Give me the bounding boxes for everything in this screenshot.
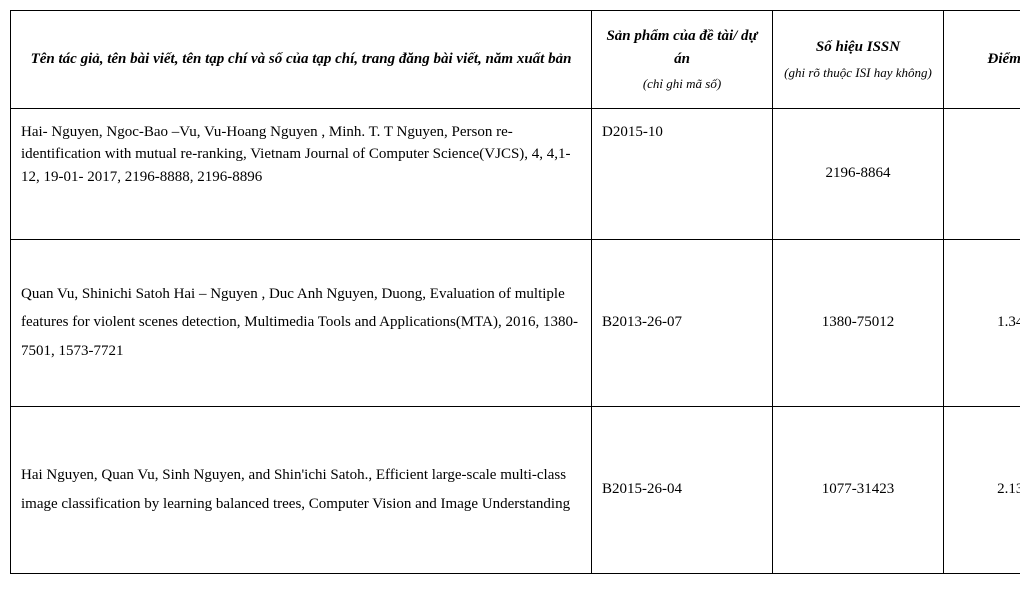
header-issn: Số hiệu ISSN (ghi rõ thuộc ISI hay không… — [773, 11, 944, 109]
cell-citation: Quan Vu, Shinichi Satoh Hai – Nguyen , D… — [11, 239, 592, 406]
header-issn-main: Số hiệu ISSN — [816, 39, 900, 55]
cell-project-code: B2015-26-04 — [592, 406, 773, 573]
table-row: Hai Nguyen, Quan Vu, Sinh Nguyen, and Sh… — [11, 406, 1020, 573]
header-project-code-main: Sản phẩm của đề tài/ dự án — [606, 28, 757, 67]
table-header-row: Tên tác giả, tên bài viết, tên tạp chí v… — [11, 11, 1020, 109]
cell-issn: 1077-31423 — [773, 406, 944, 573]
header-project-code: Sản phẩm của đề tài/ dự án (chỉ ghi mã s… — [592, 11, 773, 109]
cell-project-code: D2015-10 — [592, 108, 773, 239]
cell-if-score: 1.346 — [944, 239, 1020, 406]
publications-table: Tên tác giả, tên bài viết, tên tạp chí v… — [10, 10, 1020, 574]
cell-issn: 1380-75012 — [773, 239, 944, 406]
header-project-code-sub: (chỉ ghi mã số) — [602, 74, 762, 94]
header-if-score-main: Điểm IF — [988, 51, 1020, 67]
cell-project-code: B2013-26-07 — [592, 239, 773, 406]
header-citation-main: Tên tác giả, tên bài viết, tên tạp chí v… — [31, 51, 572, 67]
cell-citation: Hai Nguyen, Quan Vu, Sinh Nguyen, and Sh… — [11, 406, 592, 573]
header-issn-sub: (ghi rõ thuộc ISI hay không) — [783, 63, 933, 83]
table-row: Quan Vu, Shinichi Satoh Hai – Nguyen , D… — [11, 239, 1020, 406]
cell-if-score — [944, 108, 1020, 239]
cell-citation: Hai- Nguyen, Ngoc-Bao –Vu, Vu-Hoang Nguy… — [11, 108, 592, 239]
cell-if-score: 2.134 — [944, 406, 1020, 573]
header-if-score: Điểm IF — [944, 11, 1020, 109]
cell-issn: 2196-8864 — [773, 108, 944, 239]
header-citation: Tên tác giả, tên bài viết, tên tạp chí v… — [11, 11, 592, 109]
table-row: Hai- Nguyen, Ngoc-Bao –Vu, Vu-Hoang Nguy… — [11, 108, 1020, 239]
